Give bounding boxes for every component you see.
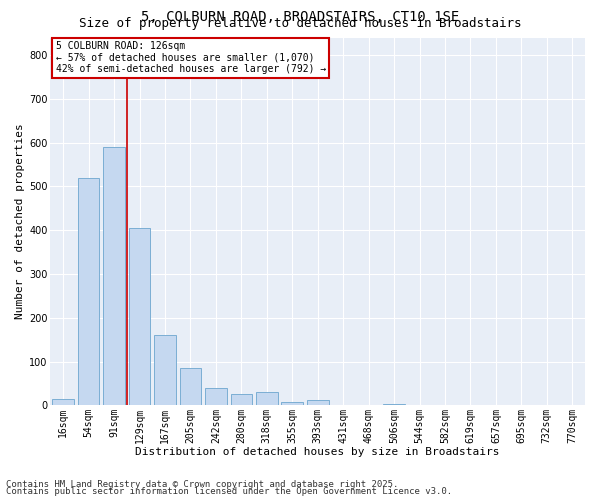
Text: Contains HM Land Registry data © Crown copyright and database right 2025.: Contains HM Land Registry data © Crown c… xyxy=(6,480,398,489)
Text: Size of property relative to detached houses in Broadstairs: Size of property relative to detached ho… xyxy=(79,18,521,30)
Bar xyxy=(179,368,201,406)
Text: 5, COLBURN ROAD, BROADSTAIRS, CT10 1SE: 5, COLBURN ROAD, BROADSTAIRS, CT10 1SE xyxy=(141,10,459,24)
X-axis label: Distribution of detached houses by size in Broadstairs: Distribution of detached houses by size … xyxy=(136,448,500,458)
Y-axis label: Number of detached properties: Number of detached properties xyxy=(15,124,25,320)
Text: Contains public sector information licensed under the Open Government Licence v3: Contains public sector information licen… xyxy=(6,488,452,496)
Bar xyxy=(256,392,278,406)
Bar xyxy=(205,388,227,406)
Bar xyxy=(103,147,125,406)
Bar xyxy=(307,400,329,406)
Bar xyxy=(154,335,176,406)
Text: 5 COLBURN ROAD: 126sqm
← 57% of detached houses are smaller (1,070)
42% of semi-: 5 COLBURN ROAD: 126sqm ← 57% of detached… xyxy=(56,41,326,74)
Bar xyxy=(52,398,74,406)
Bar xyxy=(78,178,100,406)
Bar xyxy=(230,394,252,406)
Bar xyxy=(129,228,151,406)
Bar xyxy=(383,404,405,406)
Bar xyxy=(281,402,303,406)
